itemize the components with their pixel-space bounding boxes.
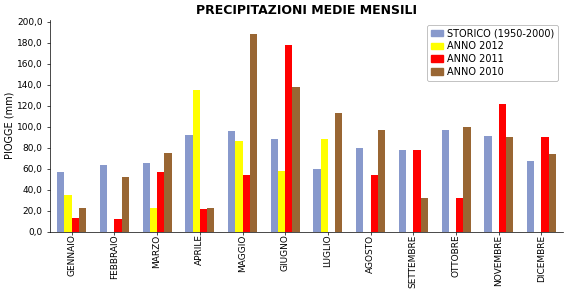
Bar	[235, 141, 243, 232]
Bar	[499, 104, 506, 232]
Bar	[371, 175, 378, 232]
Title: PRECIPITAZIONI MEDIE MENSILI: PRECIPITAZIONI MEDIE MENSILI	[196, 4, 417, 17]
Bar	[185, 135, 193, 232]
Bar	[456, 198, 463, 232]
Bar	[541, 137, 549, 232]
Bar	[442, 130, 449, 232]
Bar	[115, 219, 122, 232]
Bar	[57, 172, 65, 232]
Bar	[527, 161, 534, 232]
Bar	[278, 171, 285, 232]
Bar	[335, 113, 342, 232]
Bar	[71, 218, 79, 232]
Legend: STORICO (1950-2000), ANNO 2012, ANNO 2011, ANNO 2010: STORICO (1950-2000), ANNO 2012, ANNO 201…	[428, 25, 558, 81]
Bar	[270, 139, 278, 232]
Bar	[321, 139, 328, 232]
Bar	[549, 154, 556, 232]
Bar	[207, 208, 214, 232]
Bar	[463, 127, 471, 232]
Bar	[100, 164, 107, 232]
Bar	[193, 90, 200, 232]
Bar	[314, 169, 321, 232]
Bar	[506, 137, 513, 232]
Bar	[65, 195, 71, 232]
Bar	[243, 175, 250, 232]
Bar	[484, 136, 492, 232]
Bar	[250, 34, 257, 232]
Bar	[200, 208, 207, 232]
Bar	[293, 87, 300, 232]
Bar	[150, 208, 157, 232]
Bar	[157, 172, 164, 232]
Bar	[356, 148, 363, 232]
Bar	[79, 208, 86, 232]
Bar	[378, 130, 385, 232]
Bar	[399, 150, 406, 232]
Bar	[413, 150, 421, 232]
Bar	[285, 45, 293, 232]
Y-axis label: PIOGGE (mm): PIOGGE (mm)	[4, 92, 14, 159]
Bar	[142, 164, 150, 232]
Bar	[122, 177, 129, 232]
Bar	[228, 131, 235, 232]
Bar	[164, 153, 172, 232]
Bar	[421, 198, 428, 232]
